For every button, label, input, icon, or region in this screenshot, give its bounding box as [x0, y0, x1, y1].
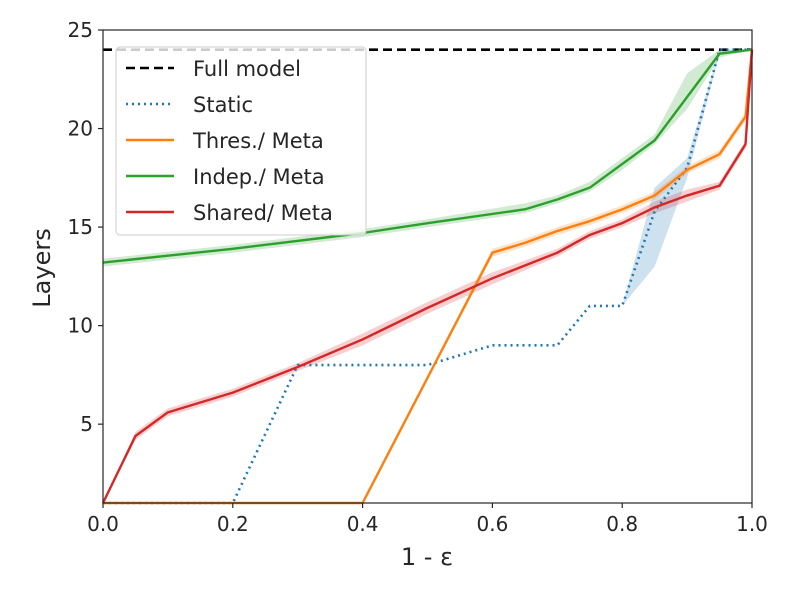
y-tick-label: 5 — [80, 412, 93, 436]
legend-label-full-model: Full model — [193, 57, 301, 81]
y-axis: 5 10 15 20 25 — [68, 18, 103, 436]
legend-box — [115, 46, 367, 236]
x-axis: 0.0 0.2 0.4 0.6 0.8 1.0 — [87, 503, 768, 536]
x-tick-label: 0.4 — [347, 512, 379, 536]
y-tick-label: 15 — [68, 215, 93, 239]
indep-meta-line — [102, 48, 753, 264]
shared-meta-line — [101, 49, 754, 504]
x-tick-label: 0.0 — [87, 512, 119, 536]
thres-meta-line — [103, 49, 754, 505]
y-tick-label: 20 — [68, 117, 93, 141]
x-tick-label: 0.8 — [606, 512, 638, 536]
series-lines — [101, 48, 754, 505]
y-axis-label: Layers — [28, 228, 56, 307]
plot-frame — [102, 29, 753, 504]
legend-label-thres-meta: Thres./ Meta — [192, 129, 324, 153]
y-tick-label: 25 — [68, 18, 93, 42]
x-tick-label: 0.6 — [476, 512, 508, 536]
x-axis-label: 1 - ε — [401, 543, 453, 571]
y-tick-label: 10 — [68, 314, 93, 338]
legend: Full model Static Thres./ Meta Indep./ Meta… — [115, 46, 367, 236]
x-tick-label: 1.0 — [736, 512, 768, 536]
static-line — [103, 48, 752, 505]
legend-label-indep-meta: Indep./ Meta — [193, 165, 325, 189]
x-tick-label: 0.2 — [217, 512, 249, 536]
legend-label-shared-meta: Shared/ Meta — [193, 201, 333, 225]
legend-label-static: Static — [193, 93, 253, 117]
